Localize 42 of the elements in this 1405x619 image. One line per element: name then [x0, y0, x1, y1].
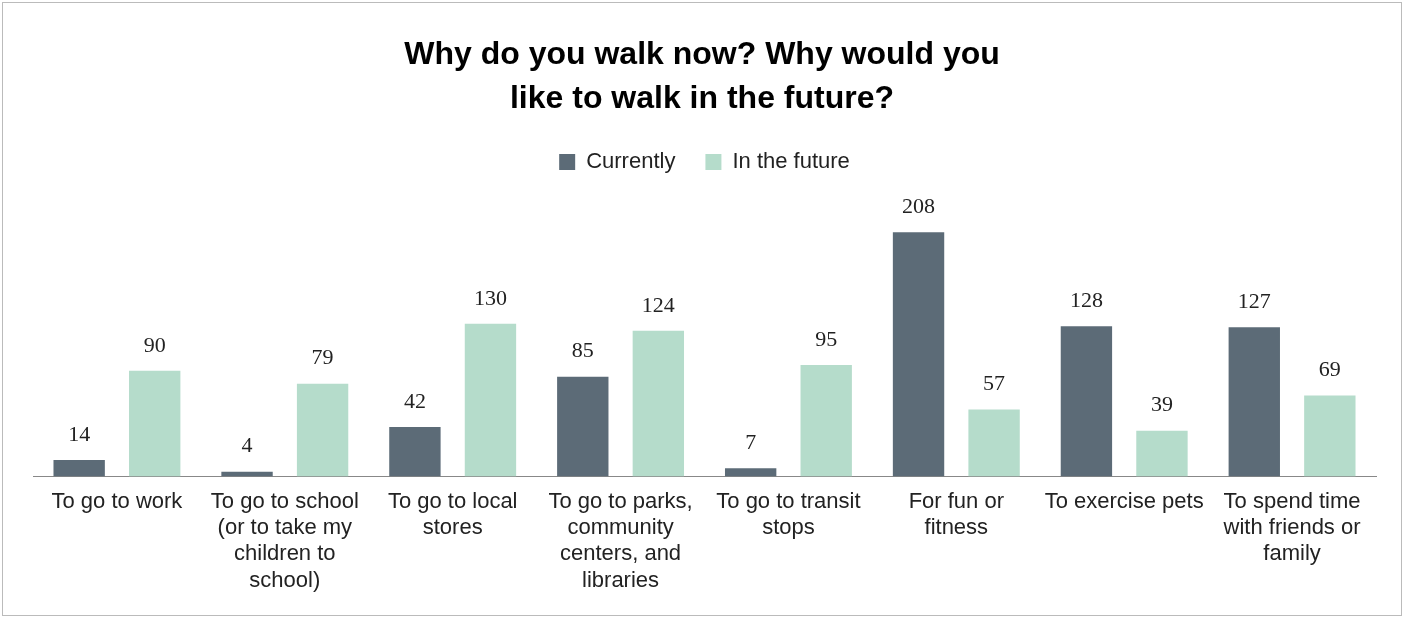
data-label: 128 [1069, 286, 1103, 312]
legend-label: In the future [732, 148, 850, 174]
data-label: 85 [571, 337, 594, 363]
bar [632, 330, 685, 477]
bar [1228, 327, 1280, 477]
x-tick-label: To go to transit stops [716, 487, 861, 540]
data-label: 79 [311, 344, 334, 370]
bar [464, 323, 517, 477]
data-label: 42 [403, 387, 426, 413]
data-label: 95 [815, 325, 838, 351]
data-label: 14 [68, 420, 91, 446]
bar [296, 383, 349, 477]
bar [724, 468, 777, 477]
data-label: 57 [983, 370, 1006, 396]
bar [129, 370, 181, 477]
x-tick-label: To go to parks, community centers, and libraries [548, 487, 693, 592]
data-label: 7 [745, 428, 757, 454]
data-label: 69 [1318, 356, 1341, 382]
bar [557, 376, 609, 477]
data-label: 4 [241, 432, 253, 458]
data-label: 208 [902, 193, 936, 219]
data-label: 124 [641, 291, 675, 317]
bar [892, 232, 945, 477]
bar [1304, 395, 1356, 477]
bar [968, 409, 1020, 477]
chart-title: Why do you walk now? Why would you like to walk in the future? [403, 34, 1001, 117]
data-label: 127 [1237, 288, 1271, 314]
bar [800, 364, 852, 477]
x-tick-label: To spend time with friends or family [1222, 487, 1361, 566]
bar [53, 459, 105, 477]
x-tick-label: To go to work [51, 487, 184, 513]
legend-label: Currently [586, 148, 676, 174]
bar [1136, 430, 1188, 477]
data-label: 130 [473, 284, 507, 310]
data-label: 90 [143, 331, 166, 357]
bar [389, 427, 441, 477]
data-label: 39 [1150, 391, 1173, 417]
x-tick-label: To go to local stores [387, 487, 518, 540]
x-tick-label: To go to school (or to take my children to school) [210, 487, 359, 592]
bar [1060, 326, 1113, 477]
x-tick-label: For fun or fitness [908, 487, 1004, 540]
x-tick-label: To exercise pets [1044, 487, 1204, 513]
